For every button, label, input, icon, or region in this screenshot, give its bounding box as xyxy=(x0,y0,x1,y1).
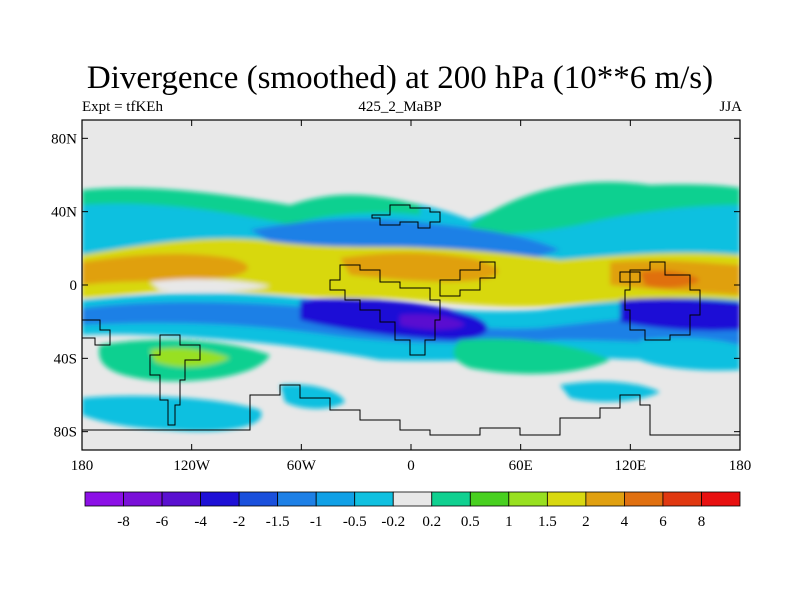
longitude-axis: 180 120W 60W 0 60E 120E 180 xyxy=(71,120,752,474)
lat-tick-label: 80S xyxy=(54,425,77,441)
lat-tick-label: 80N xyxy=(51,131,77,147)
colorbar-label: -8 xyxy=(117,514,130,530)
lon-tick-label: 180 xyxy=(71,458,94,474)
lon-tick-label: 60W xyxy=(287,458,317,474)
run-id-label: 425_2_MaBP xyxy=(358,99,442,115)
colorbar-label: 1 xyxy=(505,514,513,530)
colorbar-label: -6 xyxy=(156,514,169,530)
colorbar: -8 -6 -4 -2 -1.5 -1 -0.5 -0.2 0.2 0.5 1 1.5 2 4 6 8 xyxy=(84,491,741,530)
colorbar-label: -2 xyxy=(233,514,246,530)
coastline-antarctica xyxy=(82,384,740,436)
colorbar-swatch xyxy=(392,491,433,507)
colorbar-swatch xyxy=(469,491,510,507)
lon-tick-label: 120E xyxy=(614,458,646,474)
colorbar-swatch xyxy=(354,491,394,507)
coastline-south-america xyxy=(149,334,201,426)
colorbar-label: 0.5 xyxy=(461,514,480,530)
lon-tick-label: 60E xyxy=(509,458,533,474)
colorbar-swatch xyxy=(431,491,471,507)
colorbar-label: 4 xyxy=(621,514,629,530)
contour-south-deep-blue xyxy=(300,298,488,340)
contour-southpolar-cyan-2 xyxy=(280,384,345,409)
lat-tick-label: 0 xyxy=(70,278,78,294)
contour-south-east-cyan xyxy=(640,337,740,371)
latitude-axis: 80N 40N 0 40S 80S xyxy=(51,131,740,441)
colorbar-swatch xyxy=(123,491,163,507)
colorbar-swatch xyxy=(624,491,664,507)
colorbar-label: -1.5 xyxy=(266,514,290,530)
colorbar-label: -0.5 xyxy=(343,514,367,530)
contour-north-green xyxy=(82,187,420,225)
coastline-australia xyxy=(624,261,701,341)
coastlines xyxy=(82,204,740,436)
colorbar-swatch xyxy=(315,491,356,507)
colorbar-label: 1.5 xyxy=(538,514,557,530)
coastline-north-africa-europe xyxy=(371,204,441,229)
contour-southpolar-cyan-1 xyxy=(82,395,262,432)
map-title: Divergence (smoothed) at 200 hPa (10**6 … xyxy=(86,60,714,96)
colorbar-swatch xyxy=(161,491,201,507)
colorbar-swatch xyxy=(238,491,279,507)
lon-tick-label: 180 xyxy=(729,458,752,474)
colorbar-label: 8 xyxy=(698,514,706,530)
colorbar-swatch xyxy=(508,491,548,507)
colorbar-swatch xyxy=(546,491,587,507)
colorbar-label: 0.2 xyxy=(422,514,441,530)
colorbar-swatch xyxy=(585,491,625,507)
contour-south-yellow xyxy=(150,347,230,367)
season-label: JJA xyxy=(719,99,742,115)
colorbar-label: 6 xyxy=(659,514,667,530)
contour-southeast-green xyxy=(453,338,610,374)
experiment-label: Expt = tfKEh xyxy=(82,99,163,115)
colorbar-swatch xyxy=(84,491,124,507)
colorbar-label: -4 xyxy=(194,514,207,530)
lat-tick-label: 40N xyxy=(51,205,77,221)
colorbar-swatch xyxy=(277,491,317,507)
contour-tropical-orange-west xyxy=(82,253,249,285)
lon-tick-label: 120W xyxy=(173,458,211,474)
colorbar-swatch xyxy=(701,491,741,507)
contour-equatorial-gray xyxy=(150,279,270,292)
coastline-central-america xyxy=(82,319,111,346)
contour-southpolar-cyan-3 xyxy=(560,381,660,402)
colorbar-label: 2 xyxy=(582,514,590,530)
colorbar-label: -1 xyxy=(310,514,323,530)
lat-tick-label: 40S xyxy=(54,351,77,367)
coastline-arabia xyxy=(439,261,496,297)
contour-northeast-green xyxy=(470,181,740,235)
contour-south-deep-blue-east xyxy=(620,298,740,331)
field-contours xyxy=(82,120,740,450)
coastline-indonesia xyxy=(619,271,641,283)
colorbar-label: -0.2 xyxy=(381,514,405,530)
colorbar-swatch xyxy=(200,491,240,507)
colorbar-swatch xyxy=(662,491,702,507)
lon-tick-label: 0 xyxy=(407,458,415,474)
coastline-africa xyxy=(329,264,441,356)
contour-south-purple xyxy=(400,314,465,330)
